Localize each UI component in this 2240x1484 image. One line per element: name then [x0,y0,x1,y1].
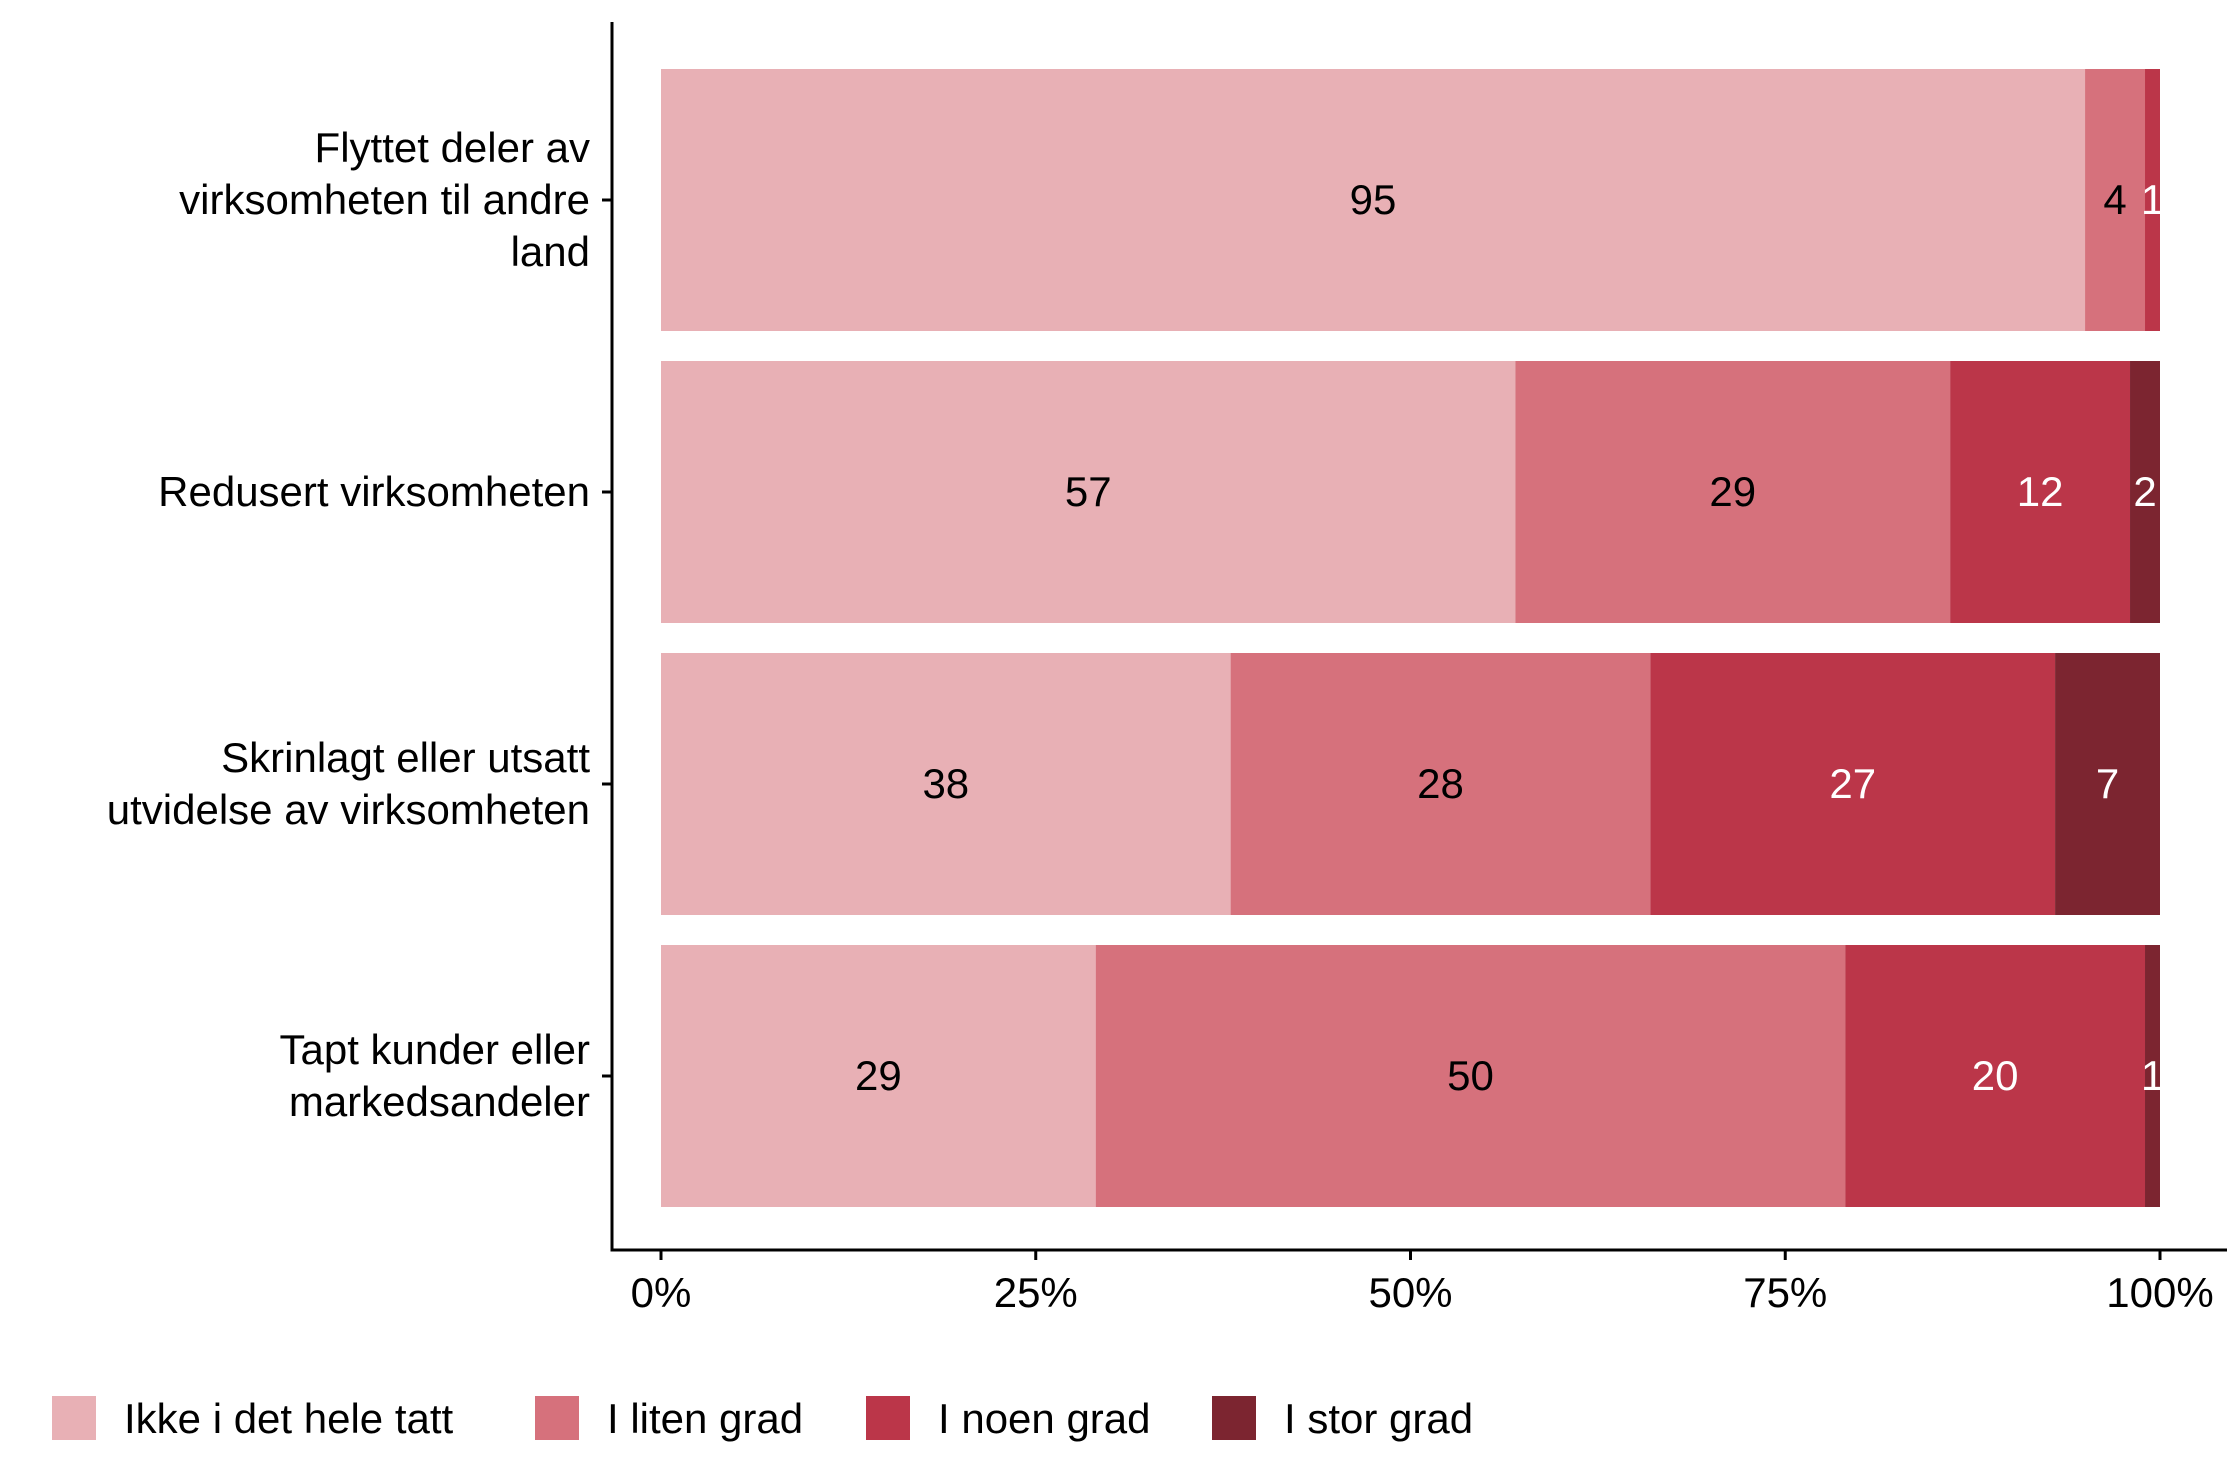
data-label: 28 [1417,760,1464,807]
y-tick-label: Skrinlagt eller utsatt utvidelse av virks… [107,734,591,833]
bar-segment [2055,653,2160,915]
bar-segment [661,69,2086,331]
bar-segment [1650,653,2056,915]
bar-segment [1230,653,1651,915]
bar-segment [2145,945,2160,1207]
x-axis: 0% 25% 50% 75% 100% [610,22,2227,1316]
legend-swatch [1212,1396,1256,1440]
data-label: 50 [1447,1052,1494,1099]
bar-segment [2130,361,2160,623]
x-tick-label: 50% [1368,1269,1452,1316]
x-tick-label: 75% [1743,1269,1827,1316]
bar-segment [661,361,1516,623]
data-label: 4 [2103,176,2126,223]
bars-layer: 95 4 157 29 12 238 28 27 729 50 20 1 [661,69,2164,1207]
bar-segment [661,653,1231,915]
bar-segment [2085,69,2146,331]
data-label: 57 [1065,468,1112,515]
data-label: 95 [1350,176,1397,223]
bar-segment [1515,361,1951,623]
bar-segment [1095,945,1846,1207]
data-label: 12 [2017,468,2064,515]
legend-label: I noen grad [938,1395,1151,1442]
legend-swatch [535,1396,579,1440]
data-label: 1 [2141,176,2164,223]
data-label: 27 [1829,760,1876,807]
legend-swatch [866,1396,910,1440]
data-label: 7 [2096,760,2119,807]
data-label: 1 [2141,1052,2164,1099]
legend-label: Ikke i det hele tatt [124,1395,454,1442]
bar-segment [2145,69,2160,331]
x-tick-label: 25% [994,1269,1078,1316]
data-label: 38 [922,760,969,807]
y-tick-label: Flyttet deler av virksomheten til andre la… [179,124,590,275]
data-label: 2 [2133,468,2156,515]
legend-label: I liten grad [607,1395,803,1442]
data-label: 20 [1972,1052,2019,1099]
x-tick-label: 100% [2106,1269,2213,1316]
legend: Ikke i det hele tatt I liten grad I noen g… [52,1395,1473,1442]
bar-segment [1845,945,2146,1207]
data-label: 29 [855,1052,902,1099]
legend-swatch [52,1396,96,1440]
data-label: 29 [1709,468,1756,515]
y-tick-label: Redusert virksomheten [158,468,590,515]
y-axis-labels: Flyttet deler av virksomheten til andre la… [107,124,612,1125]
bar-segment [661,945,1096,1207]
y-tick-label: Tapt kunder eller markedsandeler [279,1026,590,1125]
legend-label: I stor grad [1284,1395,1473,1442]
x-tick-label: 0% [631,1269,692,1316]
bar-segment [1950,361,2131,623]
